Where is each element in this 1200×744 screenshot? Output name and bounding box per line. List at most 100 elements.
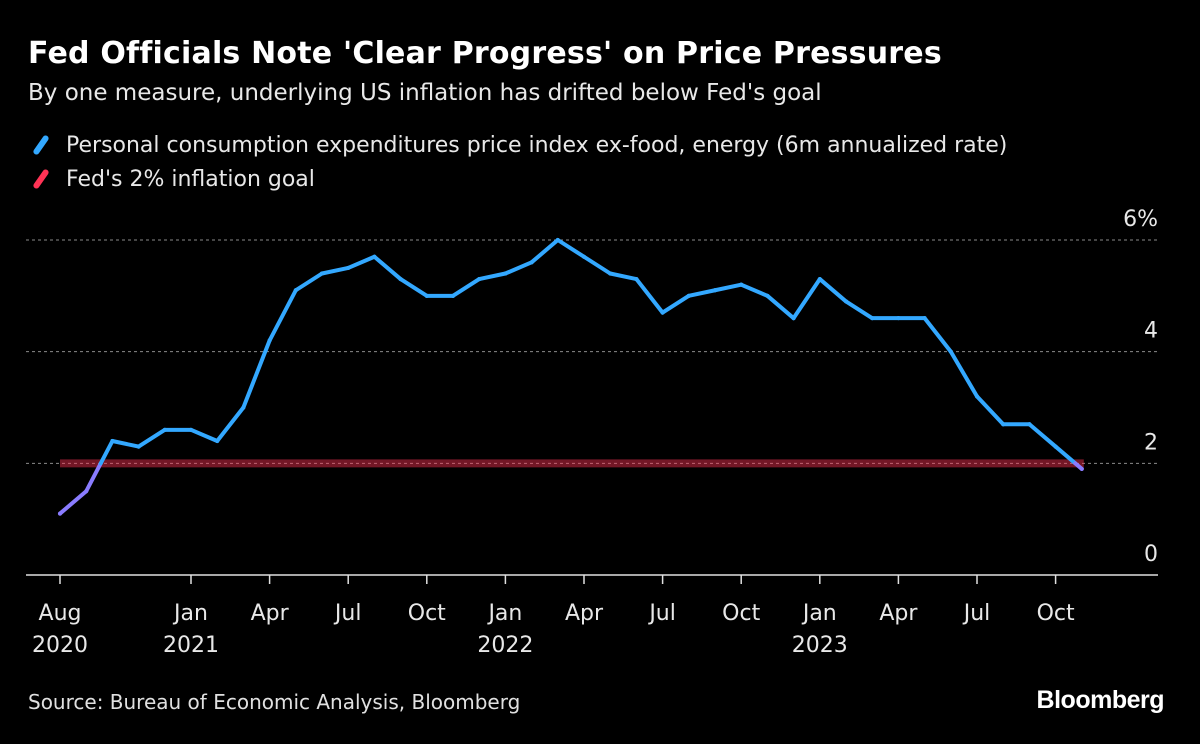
chart-subtitle: By one measure, underlying US inflation …: [28, 80, 822, 106]
pce-line-segment: [713, 282, 744, 293]
y-tick-label: 0: [1144, 542, 1158, 567]
x-tick-label: Jul: [962, 601, 991, 626]
x-tick-label: Jan: [801, 601, 837, 626]
pce-data-point: [765, 293, 770, 298]
pce-data-point: [346, 265, 351, 270]
x-tick-label: Jan: [172, 601, 208, 626]
pce-line-segment: [1053, 444, 1078, 466]
pce-data-point: [241, 405, 246, 410]
pce-data-point: [162, 427, 167, 432]
pce-line-segment: [739, 282, 770, 298]
legend-label-fed-goal: Fed's 2% inflation goal: [66, 166, 315, 192]
pce-line-segment: [582, 254, 613, 276]
pce-data-point: [922, 316, 927, 321]
pce-data-point: [948, 349, 953, 354]
pce-data-point: [896, 316, 901, 321]
pce-data-point: [320, 271, 324, 276]
pce-data-point: [870, 316, 875, 321]
pce-data-point: [1001, 422, 1006, 427]
y-tick-label: 2: [1144, 430, 1158, 455]
pce-line-segment: [948, 349, 979, 399]
x-tick-year-label: 2020: [32, 633, 88, 658]
pce-data-point: [58, 511, 62, 516]
pce-line-segment: [98, 439, 115, 466]
pce-line-segment: [975, 394, 1006, 427]
x-tick-year-label: 2022: [477, 633, 533, 658]
x-tick-label: Oct: [1037, 601, 1075, 626]
y-tick-label: 4: [1144, 319, 1158, 344]
legend-label-pce: Personal consumption expenditures price …: [66, 132, 1008, 158]
pce-line-segment: [686, 288, 717, 298]
pce-data-point: [975, 394, 979, 399]
pce-data-point: [1079, 466, 1084, 471]
x-tick-label: Aug: [39, 601, 82, 626]
x-tick-label: Apr: [565, 601, 604, 626]
pce-data-point: [189, 427, 193, 432]
pce-data-point: [293, 288, 298, 293]
x-tick-label: Jul: [333, 601, 362, 626]
x-tick-label: Apr: [879, 601, 918, 626]
pce-line-segment: [791, 277, 822, 321]
x-tick-label: Jul: [647, 601, 676, 626]
bloomberg-logo: Bloomberg: [1036, 686, 1165, 714]
pce-data-point: [739, 282, 744, 287]
legend-item-pce: Personal consumption expenditures price …: [28, 128, 1007, 162]
pce-data-point: [477, 277, 482, 282]
pce-data-point: [660, 310, 665, 315]
pce-line-segment: [451, 277, 482, 298]
pce-data-point: [84, 489, 89, 494]
pce-line-segment: [608, 271, 639, 282]
pce-data-point: [634, 277, 639, 282]
pce-line-segment: [398, 277, 429, 298]
pce-line-segment: [477, 271, 508, 282]
pce-data-point: [398, 277, 403, 282]
x-tick-year-label: 2023: [792, 633, 848, 658]
pce-data-point: [451, 293, 455, 298]
legend-item-fed-goal: Fed's 2% inflation goal: [28, 162, 1007, 196]
pce-line-segment: [84, 461, 103, 494]
pce-data-point: [136, 444, 141, 449]
pce-line-segment: [660, 293, 691, 315]
pce-line-segment: [529, 238, 560, 265]
pce-line-segment: [293, 271, 324, 293]
pce-data-point: [267, 338, 272, 343]
pce-line-segment: [136, 427, 167, 449]
pce-line-segment: [320, 265, 351, 276]
x-tick-label: Jan: [486, 601, 522, 626]
pce-data-point: [844, 299, 848, 304]
pce-data-point: [608, 271, 613, 276]
pce-line-segment: [267, 288, 298, 343]
pce-data-point: [1027, 422, 1032, 427]
legend: Personal consumption expenditures price …: [28, 128, 1007, 196]
pce-line-segment: [922, 316, 953, 354]
source-note: Source: Bureau of Economic Analysis, Blo…: [28, 690, 521, 714]
pce-data-point: [424, 293, 429, 298]
pce-line-segment: [110, 439, 141, 449]
y-tick-label: 6%: [1123, 207, 1158, 232]
pce-data-point: [372, 254, 377, 259]
pce-line-segment: [844, 299, 875, 321]
x-tick-label: Apr: [251, 601, 290, 626]
pce-data-point: [791, 316, 796, 321]
pce-data-point: [503, 271, 508, 276]
pce-data-point: [817, 277, 822, 282]
pce-line-segment: [1027, 422, 1058, 449]
pce-data-point: [555, 238, 560, 242]
x-tick-year-label: 2021: [163, 633, 219, 658]
pce-line-segment: [189, 427, 220, 443]
pce-line-segment: [634, 277, 665, 315]
pce-data-point: [582, 254, 586, 259]
pce-data-point: [215, 439, 220, 443]
pce-line-segment: [58, 489, 89, 516]
pce-line-segment: [503, 260, 534, 276]
pce-data-point: [713, 288, 717, 293]
x-tick-label: Oct: [408, 601, 446, 626]
chart-title: Fed Officials Note 'Clear Progress' on P…: [28, 36, 942, 71]
pce-line-segment: [372, 254, 403, 282]
pce-data-point: [110, 439, 115, 443]
pce-data-point: [686, 293, 691, 298]
pce-data-point: [1053, 444, 1058, 449]
pce-line-segment: [215, 405, 246, 443]
x-tick-label: Oct: [722, 601, 760, 626]
